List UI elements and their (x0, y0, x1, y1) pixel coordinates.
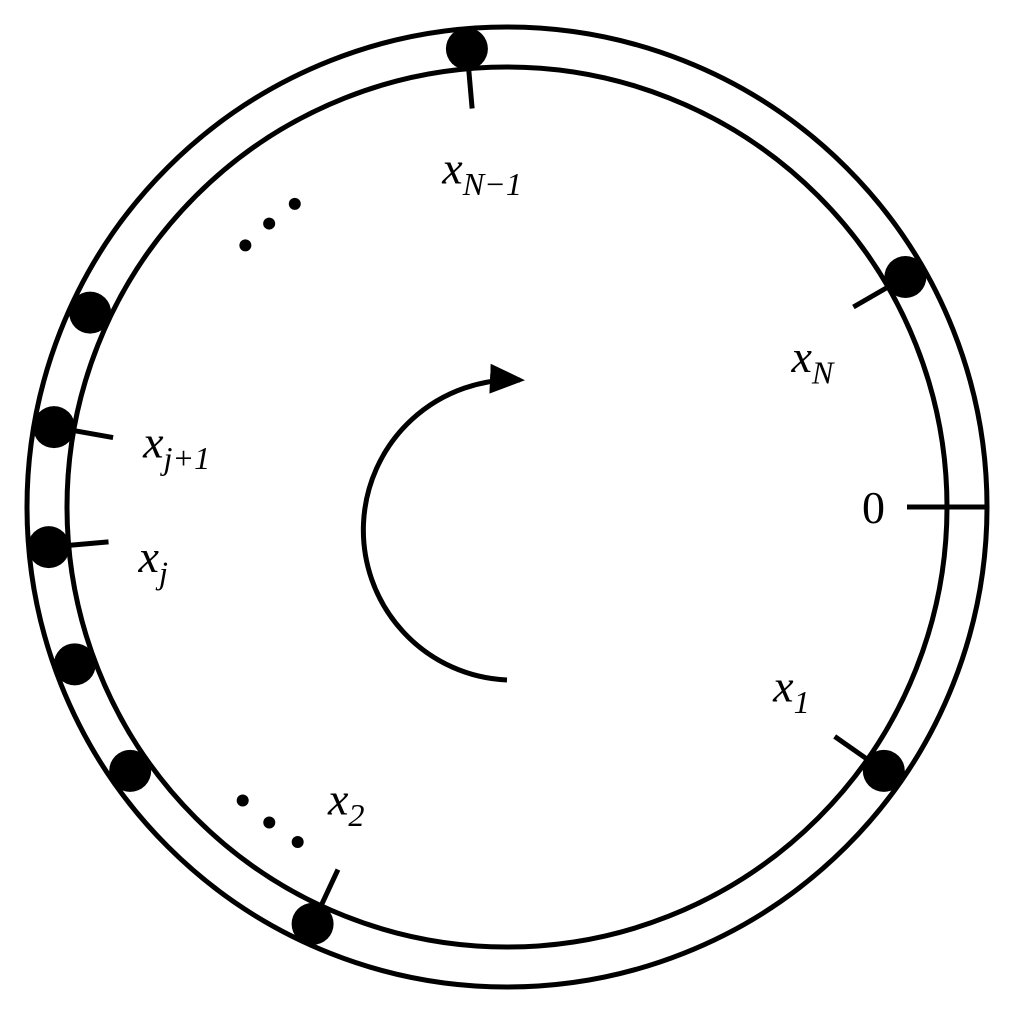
ellipsis-dot-3 (237, 795, 249, 807)
zero-label: 0 (862, 482, 885, 533)
point-xj (28, 526, 70, 568)
ellipsis-dot-5 (292, 836, 304, 848)
label-xN: xN (791, 331, 835, 391)
ellipsis-dot-4 (263, 816, 275, 828)
label-xj1: xj+1 (142, 417, 210, 477)
tick-xN (853, 287, 888, 307)
label-x2: x2 (327, 774, 365, 834)
label-x1: x1 (772, 660, 810, 720)
point-xNm1 (446, 28, 488, 70)
ellipsis-dot-2 (239, 239, 251, 251)
ellipsis-dot-1 (263, 218, 275, 230)
tick-xj1 (74, 431, 113, 438)
ellipsis-dot-0 (289, 198, 301, 210)
point-x2 (292, 903, 334, 945)
direction-arrow (363, 380, 520, 680)
tick-x1 (835, 736, 868, 759)
tick-xj (69, 542, 109, 545)
point-xj1 (33, 406, 75, 448)
label-xNm1: xN−1 (441, 143, 522, 203)
point-p_c (109, 750, 151, 792)
tick-xNm1 (469, 69, 472, 109)
point-p_a (69, 292, 111, 334)
label-xj: xj (138, 531, 168, 591)
tick-x2 (321, 870, 338, 906)
point-p_b (54, 643, 96, 685)
point-xN (884, 256, 926, 298)
point-x1 (863, 750, 905, 792)
